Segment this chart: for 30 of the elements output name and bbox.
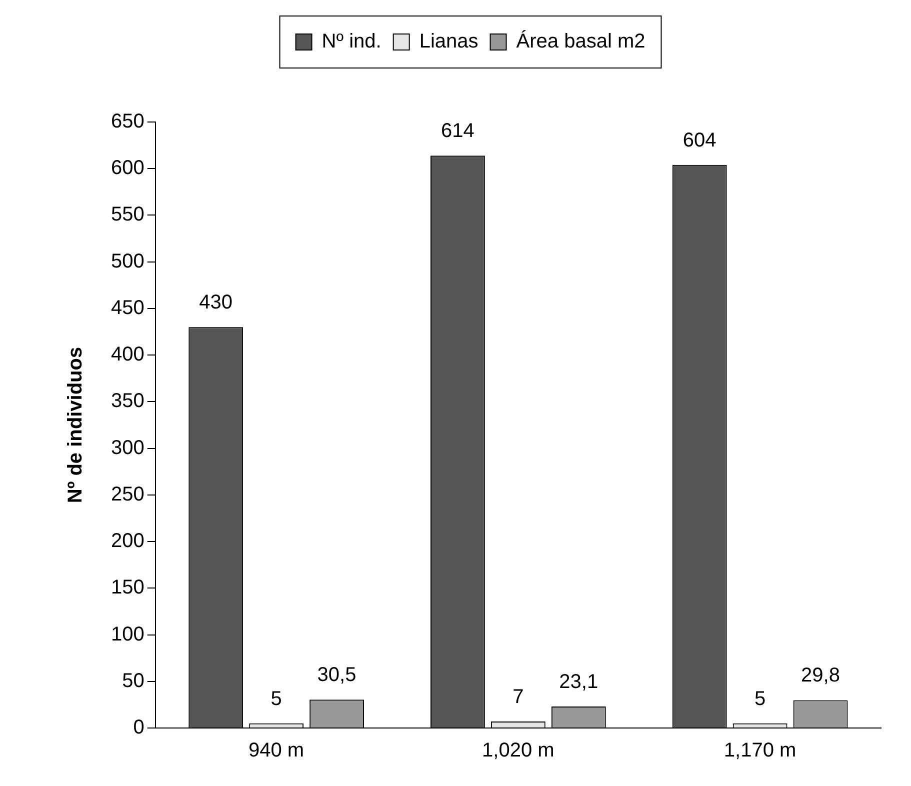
x-tick-label: 1,170 m [724, 740, 796, 762]
y-tick-label: 550 [110, 204, 144, 226]
data-label: 614 [441, 120, 474, 142]
y-tick-label: 100 [110, 623, 144, 646]
data-label: 604 [682, 129, 716, 152]
data-label: 30,5 [317, 664, 356, 686]
legend-label: Área basal m2 [516, 30, 646, 53]
y-tick-label: 600 [110, 157, 144, 180]
y-tick-label: 0 [133, 716, 144, 739]
y-tick-label: 200 [110, 530, 144, 552]
y-tick-label: 300 [110, 436, 144, 459]
data-label: 23,1 [559, 670, 598, 693]
y-tick-label: 50 [122, 670, 144, 692]
y-tick-label: 150 [110, 576, 144, 599]
data-label: 5 [270, 688, 282, 710]
data-label: 5 [754, 688, 766, 710]
y-tick-label: 250 [110, 483, 144, 506]
data-label: 7 [512, 686, 524, 708]
x-tick-label: 940 m [248, 740, 304, 762]
y-tick-label: 400 [110, 344, 144, 366]
y-tick-label: 650 [110, 110, 144, 133]
data-label: 29,8 [801, 664, 840, 687]
x-tick-label: 1,020 m [482, 740, 554, 762]
legend-label: Nº ind. [322, 30, 382, 53]
y-tick-label: 450 [110, 296, 144, 319]
y-tick-label: 350 [110, 390, 144, 412]
y-axis-title: Nº de individuos [64, 346, 87, 504]
data-label: 430 [199, 292, 233, 314]
legend-label: Lianas [419, 30, 478, 53]
y-tick-label: 500 [110, 250, 144, 272]
